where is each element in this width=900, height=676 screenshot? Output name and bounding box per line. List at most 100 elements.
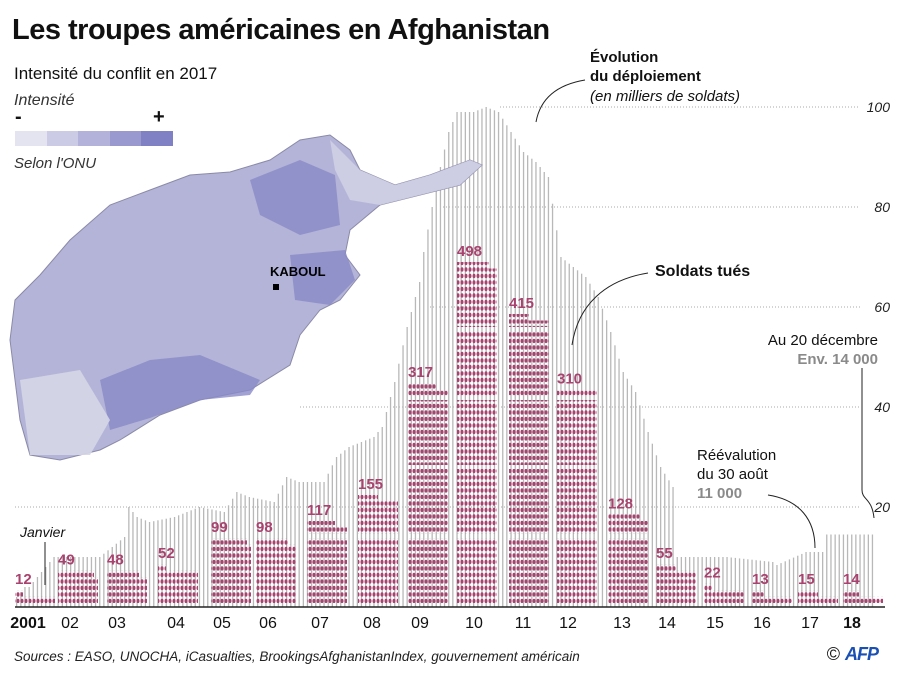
killed-dot-row xyxy=(752,590,764,597)
killed-dot-row xyxy=(509,544,549,551)
legend-min: - xyxy=(15,106,22,128)
troop-bar xyxy=(551,203,554,607)
killed-dot-row xyxy=(509,320,549,327)
legend-swatch xyxy=(46,131,78,146)
killed-dot-row xyxy=(307,596,347,603)
killed-dot-row xyxy=(457,389,497,396)
killed-dot-row xyxy=(457,363,497,370)
troop-bar xyxy=(439,167,442,607)
troop-bar xyxy=(755,560,757,607)
killed-dot-row xyxy=(307,557,347,564)
killed-value-label: 310 xyxy=(557,371,582,388)
killed-dot-row xyxy=(256,538,288,545)
killed-dot-row xyxy=(656,596,696,603)
killed-dot-row xyxy=(798,596,838,603)
killed-dot-row xyxy=(752,596,792,603)
y-tick-label: 80 xyxy=(874,199,890,215)
killed-dot-row xyxy=(158,596,198,603)
troop-bar xyxy=(597,297,599,607)
y-tick-label: 60 xyxy=(874,299,890,315)
killed-dot-row xyxy=(557,482,597,489)
killed-dot-row xyxy=(408,406,448,413)
troop-bar xyxy=(140,518,142,607)
killed-dot-row xyxy=(557,590,597,597)
killed-dot-row xyxy=(457,413,497,420)
troop-bar xyxy=(668,480,670,607)
killed-dot-row xyxy=(408,383,436,390)
killed-dot-row xyxy=(557,577,597,584)
killed-dot-row xyxy=(509,570,549,577)
killed-dot-row xyxy=(408,570,448,577)
killed-dot-row xyxy=(608,596,648,603)
troop-bar xyxy=(705,557,707,607)
killed-dot-row xyxy=(358,521,398,528)
killed-dot-row xyxy=(608,570,648,577)
killed-dot-row xyxy=(358,590,398,597)
killed-dot-row xyxy=(358,508,398,515)
troop-bar xyxy=(697,557,699,607)
killed-dot-row xyxy=(358,570,398,577)
afp-credit: © AFP xyxy=(827,644,879,665)
killed-dot-row xyxy=(408,583,448,590)
killed-dot-row xyxy=(798,590,818,597)
august-value: 11 000 xyxy=(697,485,743,502)
killed-dot-row xyxy=(408,596,448,603)
troop-bar xyxy=(701,557,703,607)
map-source: Selon l'ONU xyxy=(14,155,97,172)
killed-dot-row xyxy=(457,564,497,571)
killed-dot-row xyxy=(211,557,251,564)
killed-dot-row xyxy=(509,370,549,377)
troop-bar xyxy=(660,467,662,607)
killed-dot-row xyxy=(608,514,640,521)
killed-dot-row xyxy=(656,570,696,577)
troop-bar xyxy=(718,557,720,607)
troop-bar xyxy=(128,507,130,607)
killed-dot-row xyxy=(457,508,497,515)
killed-dot-row xyxy=(307,527,347,534)
killed-dot-row xyxy=(457,268,497,275)
killed-dot-row xyxy=(457,527,497,534)
killed-dot-row xyxy=(408,432,448,439)
killed-dot-row xyxy=(358,577,398,584)
killed-dot-row xyxy=(557,538,597,545)
killed-dot-row xyxy=(457,557,497,564)
killed-dot-row xyxy=(256,577,296,584)
killed-dot-row xyxy=(509,419,549,426)
troop-bar xyxy=(252,497,255,607)
killed-dot-row xyxy=(608,557,648,564)
troop-bar xyxy=(759,560,761,607)
december-arrow xyxy=(861,368,875,519)
killed-dot-row xyxy=(509,458,549,465)
killed-dot-row xyxy=(457,275,497,282)
troop-bar xyxy=(842,534,845,607)
troop-bar xyxy=(709,557,712,607)
killed-dot-row xyxy=(408,564,448,571)
killed-dot-row xyxy=(408,419,448,426)
troop-bar xyxy=(506,125,508,608)
troop-bar xyxy=(394,382,396,607)
x-tick-label: 15 xyxy=(706,615,724,632)
troop-bar xyxy=(298,482,300,607)
troop-bar xyxy=(738,558,741,607)
killed-dot-row xyxy=(58,577,98,584)
killed-dot-row xyxy=(457,301,497,308)
killed-dot-row xyxy=(58,570,94,577)
troop-bar xyxy=(448,132,450,607)
troop-bar xyxy=(655,455,658,607)
killed-value-label: 14 xyxy=(843,571,860,588)
killed-value-label: 12 xyxy=(15,571,32,588)
killed-dot-row xyxy=(307,590,347,597)
killed-dot-row xyxy=(608,551,648,558)
legend-swatch xyxy=(78,131,110,146)
troop-bar xyxy=(630,385,633,607)
killed-dot-row xyxy=(557,551,597,558)
killed-dot-row xyxy=(509,406,549,413)
troop-bar xyxy=(32,582,34,607)
x-tick-label: 16 xyxy=(753,615,771,632)
troop-bar xyxy=(103,553,105,607)
killed-value-label: 317 xyxy=(408,364,433,381)
killed-dot-row xyxy=(557,445,597,452)
killed-dot-row xyxy=(358,564,398,571)
killed-dot-row xyxy=(307,551,347,558)
